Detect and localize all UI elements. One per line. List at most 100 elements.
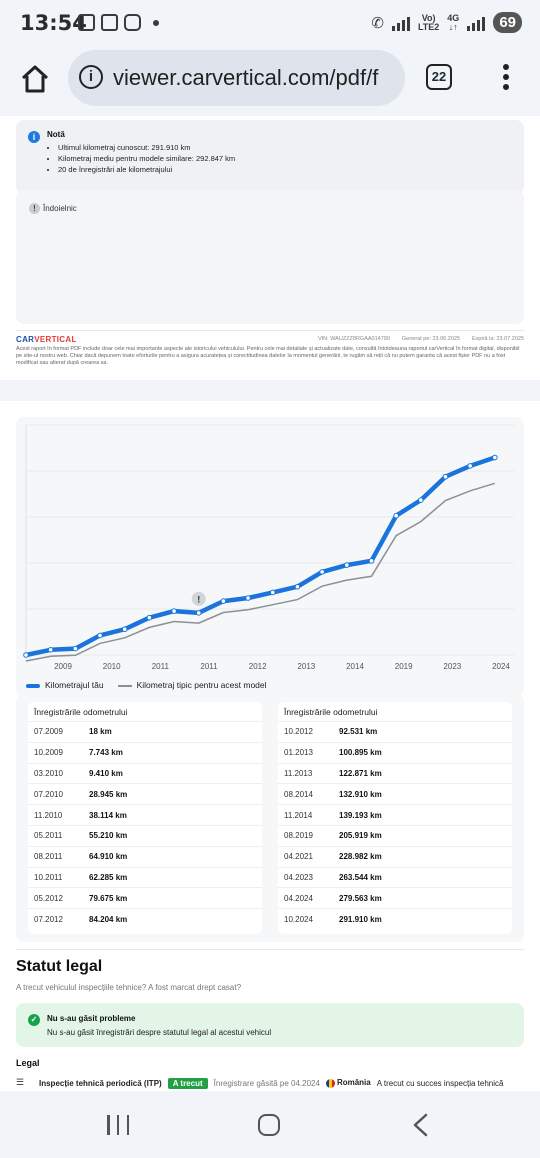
- itp-result: A trecut cu succes inspecția tehnică: [376, 1078, 504, 1088]
- data-point: [146, 614, 153, 621]
- note-list: Ultimul kilometraj cunoscut: 291.910 km …: [58, 142, 235, 175]
- odometer-km: 62.285 km: [89, 872, 128, 882]
- odometer-date: 01.2013: [284, 748, 313, 758]
- back-button[interactable]: [410, 1113, 432, 1137]
- odometer-date: 10.2024: [284, 915, 313, 925]
- table-row: 11.2013 122.871 km: [278, 764, 512, 785]
- expiry-date: Expiră la: 23.07.2025: [472, 336, 524, 342]
- data-point: [343, 562, 350, 568]
- wifi-call-icon: ✆: [371, 14, 384, 32]
- legend-item-typical-mileage: Kilometraj tipic pentru acest model: [117, 680, 267, 690]
- x-tick-label: 2009: [54, 662, 72, 671]
- odometer-date: 10.2011: [34, 872, 63, 882]
- checklist-icon: ☰: [16, 1077, 25, 1087]
- warning-icon: !: [29, 203, 40, 214]
- odometer-km: 263.544 km: [339, 872, 382, 882]
- typical-mileage-line: [25, 482, 496, 662]
- legal-status-title: Statut legal: [16, 958, 103, 975]
- odometer-date: 07.2009: [34, 727, 63, 737]
- system-navigation-bar: [0, 1091, 540, 1158]
- x-tick-label: 2023: [443, 662, 461, 671]
- odometer-table-header: Înregistrările odometrului: [278, 702, 512, 722]
- data-point: [220, 598, 227, 604]
- note-item: Kilometraj mediu pentru modele similare:…: [58, 153, 235, 164]
- data-point: [72, 645, 79, 652]
- recent-apps-button[interactable]: [107, 1115, 129, 1135]
- more-notifications-icon: [153, 19, 159, 26]
- x-tick-label: 2012: [249, 662, 267, 671]
- pdf-page-2: ! 2009 2010 2011 2011 2012 2013 2014 2019 2023 202…: [0, 401, 540, 1091]
- home-button[interactable]: [18, 62, 52, 96]
- table-row: 10.2011 62.285 km: [28, 868, 262, 889]
- table-row: 11.2010 38.114 km: [28, 805, 262, 826]
- table-row: 05.2011 55.210 km: [28, 826, 262, 847]
- report-meta: VIN: WAUZZZ8RGAA014790 Generat pe: 23.06…: [318, 336, 524, 342]
- table-row: 07.2010 28.945 km: [28, 784, 262, 806]
- check-icon: ✓: [28, 1014, 40, 1026]
- no-problems-box: ✓ Nu s-au găsit probleme Nu s-au găsit î…: [16, 1003, 524, 1047]
- data-point: [393, 512, 399, 519]
- odometer-date: 07.2012: [34, 915, 63, 925]
- table-row: 10.2024 291.910 km: [278, 909, 512, 930]
- odometer-km: 18 km: [89, 727, 112, 737]
- system-icons: ✆ Vo) LTE2 4G ↓↑ 69: [371, 12, 522, 33]
- address-bar[interactable]: i viewer.carvertical.com/pdf/f: [68, 50, 405, 106]
- site-info-icon[interactable]: i: [79, 65, 103, 89]
- odometer-date: 10.2012: [284, 727, 313, 737]
- odometer-date: 11.2014: [284, 810, 313, 820]
- table-row: 07.2009 18 km: [28, 722, 262, 743]
- data-point: [442, 473, 449, 480]
- odometer-km: 84.204 km: [89, 915, 128, 925]
- legal-label: Legal: [16, 1058, 40, 1068]
- table-row: 04.2024 279.563 km: [278, 888, 512, 910]
- table-row: 04.2023 263.544 km: [278, 868, 512, 889]
- odometer-date: 04.2024: [284, 893, 313, 903]
- data-point: [294, 583, 301, 590]
- note-item: 20 de înregistrări ale kilometrajului: [58, 164, 235, 175]
- odometer-km: 132.910 km: [339, 789, 382, 799]
- url-text[interactable]: viewer.carvertical.com/pdf/f: [113, 65, 379, 90]
- odometer-date: 03.2010: [34, 768, 63, 778]
- status-time: 13:54: [20, 11, 87, 35]
- x-tick-label: 2019: [395, 662, 413, 671]
- odometer-km: 291.910 km: [339, 915, 382, 925]
- odometer-km: 92.531 km: [339, 727, 378, 737]
- note-title: Notă: [47, 130, 65, 139]
- data-point: [245, 595, 251, 601]
- itp-country: România: [325, 1078, 371, 1088]
- warning-marker-label: !: [197, 594, 200, 604]
- battery-indicator: 69: [493, 12, 522, 33]
- table-row: 08.2019 205.919 km: [278, 826, 512, 847]
- status-bar: 13:54 ✆ Vo) LTE2 4G ↓↑ 69: [0, 0, 540, 46]
- data-point: [171, 608, 177, 614]
- table-row: 04.2021 228.982 km: [278, 847, 512, 868]
- odometer-km: 139.193 km: [339, 810, 382, 820]
- no-problems-title: Nu s-au găsit probleme: [47, 1014, 136, 1023]
- mileage-chart: ! 2009 2010 2011 2011 2012 2013 2014 2019 2023 202…: [23, 424, 514, 671]
- tab-switcher-button[interactable]: 22: [426, 64, 452, 90]
- mail-icon: [101, 14, 118, 31]
- odometer-km: 7.743 km: [89, 748, 123, 758]
- odometer-date: 08.2011: [34, 852, 63, 862]
- x-tick-label: 2024: [492, 662, 510, 671]
- home-icon: [21, 65, 49, 93]
- table-row: 08.2011 64.910 km: [28, 847, 262, 868]
- browser-menu-button[interactable]: [500, 64, 512, 94]
- legend-item-your-mileage: Kilometrajul tău: [26, 680, 104, 690]
- itp-record-date: Înregistrare găsită pe 04.2024: [213, 1078, 320, 1088]
- itp-row: ☰ Inspecție tehnică periodică (ITP) A tr…: [16, 1076, 524, 1090]
- data-point: [368, 558, 375, 564]
- signal-icon-2: [467, 15, 486, 31]
- data-point: [121, 626, 128, 633]
- table-row: 10.2009 7.743 km: [28, 743, 262, 764]
- odometer-km: 9.410 km: [89, 768, 123, 778]
- data-point: [47, 646, 54, 653]
- table-row: 05.2012 79.675 km: [28, 888, 262, 910]
- data-point: [418, 497, 424, 503]
- home-nav-button[interactable]: [258, 1114, 280, 1136]
- odometer-date: 07.2010: [34, 789, 63, 799]
- network-type-indicator: 4G ↓↑: [447, 12, 460, 32]
- x-tick-label: 2010: [103, 662, 121, 671]
- instagram-icon: [124, 14, 141, 31]
- info-icon: i: [28, 131, 40, 143]
